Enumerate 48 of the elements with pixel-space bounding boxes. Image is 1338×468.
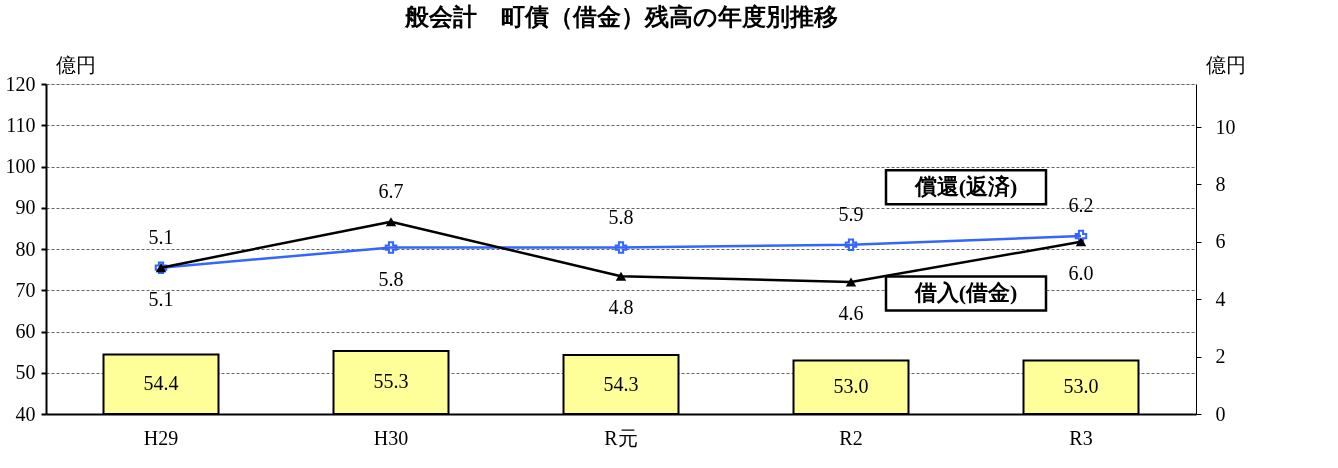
point [1074,229,1088,243]
y2-axis-title: 億円 [1206,54,1246,76]
data-label: 5.8 [378,267,404,290]
point [384,241,398,254]
x-tick-label: H30 [373,426,409,449]
data-label: 6.0 [1068,261,1094,284]
y2-tick-label: 0 [1215,402,1226,425]
point [845,277,857,287]
y-tick-label: 80 [15,237,36,260]
x-tick-label: R2 [839,426,863,449]
y-tick-label: 110 [6,113,36,136]
point [614,241,628,254]
data-label: 5.1 [148,225,174,248]
data-label: 5.9 [838,202,864,225]
y-tick-label: 70 [15,278,36,301]
data-label: 5.1 [148,287,174,310]
data-label: 55.3 [373,370,409,393]
data-label: 4.6 [838,302,864,324]
y-tick-label: 100 [5,155,36,177]
data-label: 5.8 [608,205,634,228]
y2-tick-label: 4 [1215,287,1226,310]
data-label: 54.3 [603,372,639,395]
data-label: 4.8 [608,296,634,319]
series-label: 償還(返済) [913,174,1018,200]
x-tick-label: R元 [604,426,638,449]
y-tick-label: 120 [5,72,36,95]
y-tick-label: 50 [15,361,36,384]
y2-tick-label: 8 [1215,172,1226,195]
y2-tick-label: 2 [1215,345,1226,368]
series-label: 借入(借金) [913,280,1018,306]
point [615,271,627,281]
data-label: 6.7 [378,179,404,202]
y2-tick-label: 10 [1215,115,1236,138]
x-tick-label: H29 [143,426,179,449]
data-label: 6.2 [1068,194,1094,217]
y-tick-label: 40 [15,402,36,425]
y-axis-title: 億円 [56,54,96,76]
y2-tick-label: 6 [1215,230,1226,253]
y-tick-label: 90 [15,196,36,219]
x-tick-label: R3 [1069,426,1093,449]
y-tick-label: 60 [15,320,36,342]
point [844,238,858,251]
point [1075,237,1087,247]
data-label: 54.4 [143,372,179,395]
data-label: 53.0 [1063,375,1099,398]
data-label: 53.0 [833,375,869,398]
chart-title: 般会計 町債（借金）残高の年度別推移 [403,3,838,30]
point [385,217,397,227]
